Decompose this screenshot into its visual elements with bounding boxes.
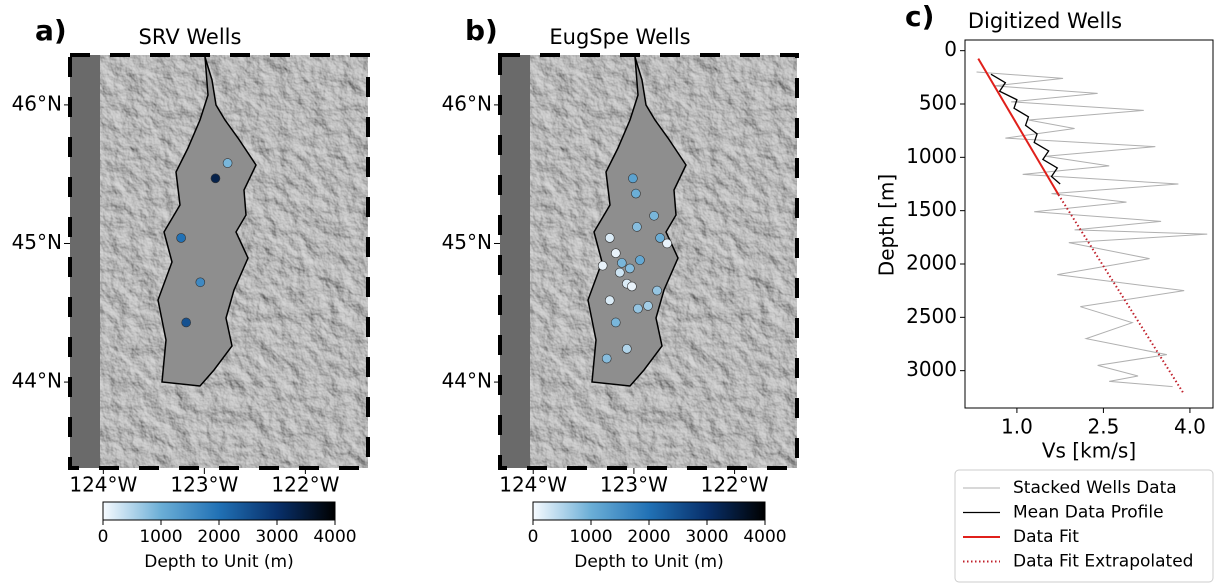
well-point	[182, 318, 191, 327]
map-panel	[70, 55, 368, 468]
colorbar-tick-label: 1000	[569, 527, 612, 547]
x-tick-label: 2.5	[1088, 415, 1120, 439]
y-tick-label: 1000	[906, 144, 957, 168]
colorbar-tick-label: 4000	[313, 527, 356, 547]
x-tick-label: 123°W	[600, 473, 668, 497]
well-point	[631, 189, 640, 198]
y-tick-label: 2500	[906, 304, 957, 328]
chart-title: Digitized Wells	[968, 9, 1122, 33]
legend-label: Data Fit Extrapolated	[1013, 552, 1193, 572]
legend-label: Data Fit	[1013, 527, 1079, 547]
colorbar-tick-label: 4000	[743, 527, 786, 547]
plot-frame	[965, 40, 1213, 408]
well-point	[633, 304, 642, 313]
x-tick-label: 1.0	[1001, 415, 1033, 439]
well-point	[656, 233, 665, 242]
figure: a) SRV Wells 124°W 123°W 122°W 44°N 45°N 46°N 0 1…	[0, 0, 1215, 586]
series-line	[991, 74, 1060, 184]
well-point	[632, 222, 641, 231]
panel-label: b)	[465, 14, 498, 47]
well-point	[625, 264, 634, 273]
x-tick-label: 124°W	[69, 473, 137, 497]
map-title: SRV Wells	[139, 25, 242, 49]
series-line	[977, 72, 1208, 387]
colorbar-tick-label: 0	[98, 527, 109, 547]
colorbar-tick-label: 3000	[255, 527, 298, 547]
colorbar-tick-label: 0	[528, 527, 539, 547]
x-axis-label: Vs [km/s]	[1042, 439, 1136, 463]
panel-label: c)	[905, 0, 934, 33]
well-point	[653, 286, 662, 295]
y-tick-label: 45°N	[442, 230, 492, 254]
y-tick-label: 44°N	[442, 369, 492, 393]
well-point	[617, 258, 626, 267]
colorbar-tick-label: 2000	[627, 527, 670, 547]
well-point	[635, 256, 644, 265]
well-point	[223, 159, 232, 168]
ocean	[500, 55, 530, 468]
well-point	[196, 278, 205, 287]
colorbar	[103, 502, 335, 520]
well-point	[177, 233, 186, 242]
colorbar-tick-label: 1000	[139, 527, 182, 547]
y-tick-label: 500	[919, 91, 957, 115]
well-point	[611, 249, 620, 258]
panel-label: a)	[35, 14, 67, 47]
map-panel	[500, 55, 797, 468]
ocean	[70, 55, 100, 468]
y-tick-label: 1500	[906, 197, 957, 221]
y-tick-label: 45°N	[12, 230, 62, 254]
y-tick-label: 46°N	[442, 91, 492, 115]
colorbar	[533, 502, 765, 520]
x-tick-label: 123°W	[170, 473, 238, 497]
well-point	[650, 211, 659, 220]
y-tick-label: 3000	[906, 357, 957, 381]
well-point	[628, 174, 637, 183]
x-tick-label: 4.0	[1174, 415, 1206, 439]
y-axis-label: Depth [m]	[875, 174, 899, 276]
well-point	[211, 174, 220, 183]
well-point	[611, 318, 620, 327]
legend-label: Mean Data Profile	[1013, 503, 1164, 523]
colorbar-tick-label: 3000	[685, 527, 728, 547]
well-point	[602, 354, 611, 363]
x-tick-label: 124°W	[499, 473, 567, 497]
colorbar-tick-label: 2000	[197, 527, 240, 547]
colorbar-label: Depth to Unit (m)	[144, 552, 294, 572]
legend-label: Stacked Wells Data	[1013, 478, 1177, 498]
map-title: EugSpe Wells	[549, 25, 690, 49]
x-tick-label: 122°W	[701, 473, 769, 497]
colorbar-label: Depth to Unit (m)	[574, 552, 724, 572]
well-point	[643, 301, 652, 310]
x-tick-label: 122°W	[271, 473, 339, 497]
well-point	[605, 296, 614, 305]
well-point	[615, 268, 624, 277]
well-point	[605, 233, 614, 242]
y-tick-label: 0	[944, 37, 957, 61]
well-point	[598, 261, 607, 270]
well-point	[627, 282, 636, 291]
y-tick-label: 2000	[906, 251, 957, 275]
y-tick-label: 44°N	[12, 369, 62, 393]
y-tick-label: 46°N	[12, 91, 62, 115]
well-point	[622, 344, 631, 353]
series-line	[978, 59, 1058, 195]
